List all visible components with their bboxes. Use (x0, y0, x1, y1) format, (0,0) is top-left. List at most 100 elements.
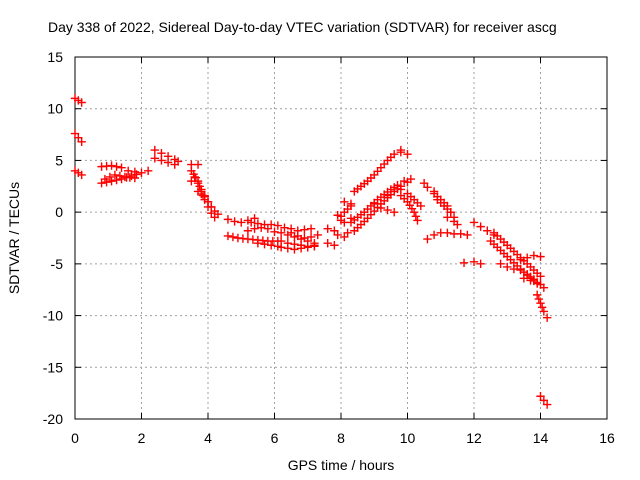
data-point (429, 230, 439, 240)
x-tick-label: 0 (71, 430, 79, 446)
data-point (243, 226, 253, 235)
data-point (536, 272, 545, 281)
data-point (416, 201, 425, 211)
x-tick-label: 16 (599, 430, 615, 446)
data-point (346, 199, 356, 209)
data-point (77, 170, 86, 180)
data-point (203, 197, 213, 206)
data-point (333, 211, 342, 220)
data-point (539, 396, 549, 405)
data-point (340, 232, 349, 242)
data-point (370, 199, 379, 209)
data-point-fill (112, 162, 121, 171)
data-point (496, 234, 505, 244)
data-point-fill (406, 192, 416, 201)
data-point (270, 227, 279, 236)
data-point (343, 228, 352, 238)
data-point (230, 217, 239, 226)
data-point (449, 229, 459, 239)
data-point (499, 249, 509, 258)
data-point (97, 178, 106, 188)
data-point (163, 158, 173, 167)
data-point (117, 163, 126, 172)
data-point-fill (380, 196, 389, 205)
data-point (323, 238, 332, 248)
data-point (423, 234, 432, 244)
data-point (503, 262, 512, 272)
data-point (223, 231, 233, 241)
data-point-fill (532, 268, 542, 278)
data-point (290, 240, 299, 249)
grid-lines (75, 57, 607, 419)
data-point (383, 205, 392, 215)
data-point (253, 219, 263, 228)
data-point (247, 218, 256, 227)
data-point (383, 156, 392, 165)
x-tick-label: 10 (400, 430, 416, 446)
y-tick-label: 15 (47, 49, 63, 65)
data-point (399, 176, 409, 186)
data-point-fill (380, 159, 389, 169)
data-point (526, 276, 535, 285)
data-point (483, 226, 492, 235)
data-point (383, 191, 392, 200)
data-point-fill (413, 198, 422, 208)
data-point (157, 156, 166, 165)
data-point (323, 224, 332, 233)
data-point (429, 189, 439, 198)
data-point (260, 240, 269, 249)
data-point (539, 283, 549, 292)
data-point (340, 218, 349, 227)
data-point (276, 228, 286, 238)
x-tick-label: 8 (337, 430, 345, 446)
data-point (449, 217, 459, 226)
data-point (376, 163, 386, 172)
data-point (200, 192, 209, 201)
data-point-fill (513, 250, 522, 259)
data-point (237, 218, 246, 227)
data-point (213, 210, 223, 219)
data-point (542, 400, 552, 409)
data-point (193, 178, 203, 188)
data-point-fill (443, 204, 452, 214)
axis-ticks: 0 2 4 6 8 10 12 14 16 15 10 5 0 -5 -10 -15 -20 (43, 49, 615, 446)
data-point-fill (386, 153, 396, 162)
data-point (376, 203, 386, 213)
data-point (187, 160, 196, 169)
data-point (529, 275, 539, 284)
data-point-fill (493, 231, 502, 241)
data-point (446, 207, 455, 217)
data-point (280, 223, 289, 232)
data-point (396, 185, 406, 194)
data-point (330, 241, 339, 250)
data-point-fill (503, 252, 512, 261)
x-tick-label: 6 (271, 430, 279, 446)
data-point (313, 230, 322, 240)
data-point-fill (363, 204, 372, 214)
data-point (536, 298, 545, 308)
data-point (439, 201, 449, 211)
data-point (496, 259, 505, 269)
data-point (150, 145, 159, 155)
data-point (100, 174, 110, 184)
data-point (443, 228, 452, 238)
y-tick-label: -10 (43, 308, 63, 324)
data-point-fill (526, 262, 535, 272)
data-point (77, 98, 86, 107)
data-point (363, 214, 372, 223)
data-point (193, 160, 203, 169)
y-tick-label: -20 (43, 411, 63, 427)
data-point (223, 215, 233, 224)
data-point-fill (519, 256, 529, 265)
data-point (266, 241, 276, 250)
data-point (503, 241, 512, 250)
data-point (370, 206, 379, 216)
y-axis-label: SDTVAR / TECUs (6, 182, 22, 294)
data-point (519, 274, 529, 283)
data-point-fill (399, 194, 409, 203)
data-point-fill (360, 217, 369, 226)
data-point (363, 176, 372, 186)
data-point (170, 160, 179, 169)
data-point (469, 218, 479, 227)
